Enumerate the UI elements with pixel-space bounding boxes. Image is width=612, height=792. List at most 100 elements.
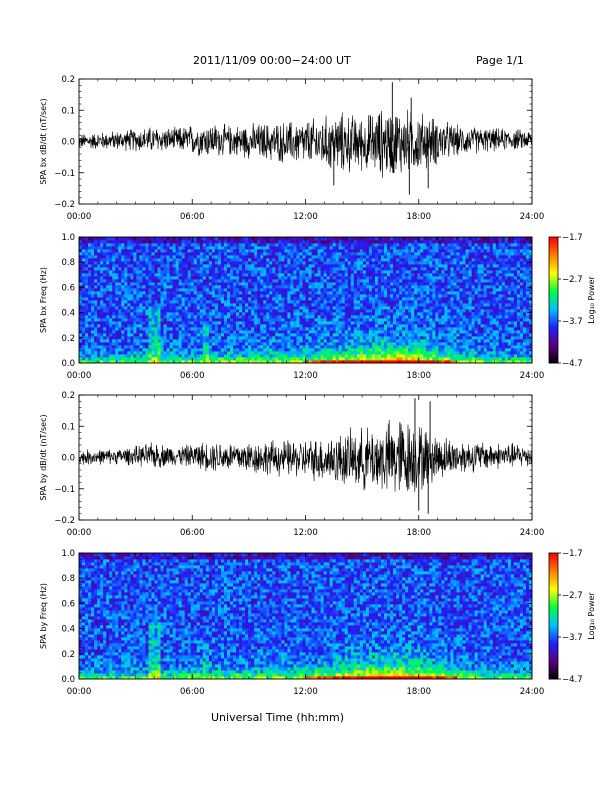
spectrogram-cell — [197, 318, 200, 321]
spectrogram-cell — [94, 237, 97, 240]
spectrogram-cell — [281, 318, 284, 321]
spectrogram-cell — [257, 300, 260, 303]
spectrogram-cell — [306, 291, 309, 294]
spectrogram-cell — [345, 294, 348, 297]
spectrogram-cell — [97, 282, 100, 285]
spectrogram-cell — [390, 261, 393, 264]
spectrogram-cell — [194, 309, 197, 312]
spectrogram-cell — [302, 246, 305, 249]
spectrogram-cell — [130, 318, 133, 321]
spectrogram-cell — [203, 294, 206, 297]
spectrogram-cell — [188, 306, 191, 309]
spectrogram-cell — [281, 309, 284, 312]
spectrogram-cell — [248, 336, 251, 339]
spectrogram-cell — [302, 273, 305, 276]
spectrogram-cell — [212, 291, 215, 294]
spectrogram-cell — [251, 303, 254, 306]
spectrogram-cell — [148, 336, 151, 339]
spectrogram-cell — [330, 315, 333, 318]
spectrogram-cell — [393, 258, 396, 261]
spectrogram-cell — [402, 309, 405, 312]
spectrogram-cell — [324, 312, 327, 315]
spectrogram-cell — [212, 273, 215, 276]
spectrogram-cell — [366, 342, 369, 345]
spectrogram-cell — [151, 351, 154, 354]
spectrogram-cell — [233, 258, 236, 261]
spectrogram-cell — [136, 312, 139, 315]
spectrogram-cell — [127, 303, 130, 306]
spectrogram-cell — [351, 330, 354, 333]
spectrogram-cell — [306, 270, 309, 273]
spectrogram-cell — [327, 318, 330, 321]
spectrogram-cell — [357, 294, 360, 297]
spectrogram-cell — [155, 315, 158, 318]
spectrogram-cell — [191, 321, 194, 324]
spectrogram-cell — [348, 357, 351, 360]
spectrogram-cell — [182, 276, 185, 279]
spectrogram-cell — [260, 258, 263, 261]
spectrogram-cell — [360, 339, 363, 342]
spectrogram-cell — [79, 333, 82, 336]
spectrogram-cell — [396, 351, 399, 354]
spectrogram-cell — [405, 306, 408, 309]
spectrogram-cell — [245, 339, 248, 342]
spectrogram-cell — [366, 339, 369, 342]
spectrogram-cell — [309, 264, 312, 267]
spectrogram-cell — [121, 285, 124, 288]
spectrogram-cell — [206, 264, 209, 267]
spectrogram-cell — [423, 357, 426, 360]
spectrogram-cell — [414, 294, 417, 297]
spectrogram-cell — [200, 264, 203, 267]
spectrogram-cell — [402, 273, 405, 276]
spectrogram-cell — [212, 261, 215, 264]
spectrogram-cell — [136, 294, 139, 297]
spectrogram-cell — [245, 300, 248, 303]
spectrogram-cell — [230, 294, 233, 297]
spectrogram-cell — [130, 294, 133, 297]
spectrogram-cell — [423, 243, 426, 246]
spectrogram-cell — [327, 249, 330, 252]
spectrogram-cell — [209, 300, 212, 303]
spectrogram-cell — [212, 348, 215, 351]
spectrogram-cell — [109, 273, 112, 276]
spectrogram-cell — [218, 258, 221, 261]
spectrogram-cell — [245, 336, 248, 339]
spectrogram-cell — [309, 315, 312, 318]
spectrogram-cell — [360, 306, 363, 309]
spectrogram-cell — [200, 321, 203, 324]
spectrogram-cell — [411, 306, 414, 309]
spectrogram-cell — [275, 309, 278, 312]
spectrogram-cell — [106, 249, 109, 252]
spectrogram-cell — [411, 327, 414, 330]
spectrogram-cell — [151, 279, 154, 282]
spectrogram-cell — [82, 351, 85, 354]
spectrogram-cell — [296, 291, 299, 294]
spectrogram-cell — [176, 348, 179, 351]
spectrogram-cell — [396, 333, 399, 336]
spectrogram-cell — [387, 240, 390, 243]
spectrogram-cell — [194, 255, 197, 258]
spectrogram-cell — [281, 279, 284, 282]
spectrogram-cell — [224, 282, 227, 285]
spectrogram-cell — [369, 285, 372, 288]
spectrogram-cell — [97, 258, 100, 261]
spectrogram-cell — [293, 261, 296, 264]
spectrogram-cell — [233, 318, 236, 321]
spectrogram-cell — [145, 297, 148, 300]
spectrogram-cell — [197, 357, 200, 360]
spectrogram-cell — [142, 300, 145, 303]
spectrogram-cell — [148, 330, 151, 333]
spectrogram-cell — [408, 240, 411, 243]
spectrogram-cell — [209, 297, 212, 300]
spectrogram-cell — [309, 309, 312, 312]
spectrogram-cell — [158, 300, 161, 303]
spectrogram-cell — [197, 333, 200, 336]
spectrogram-cell — [185, 285, 188, 288]
spectrogram-cell — [399, 321, 402, 324]
spectrogram-cell — [121, 255, 124, 258]
spectrogram-cell — [185, 345, 188, 348]
spectrogram-cell — [266, 279, 269, 282]
spectrogram-cell — [227, 285, 230, 288]
spectrogram-cell — [420, 348, 423, 351]
spectrogram-cell — [200, 345, 203, 348]
